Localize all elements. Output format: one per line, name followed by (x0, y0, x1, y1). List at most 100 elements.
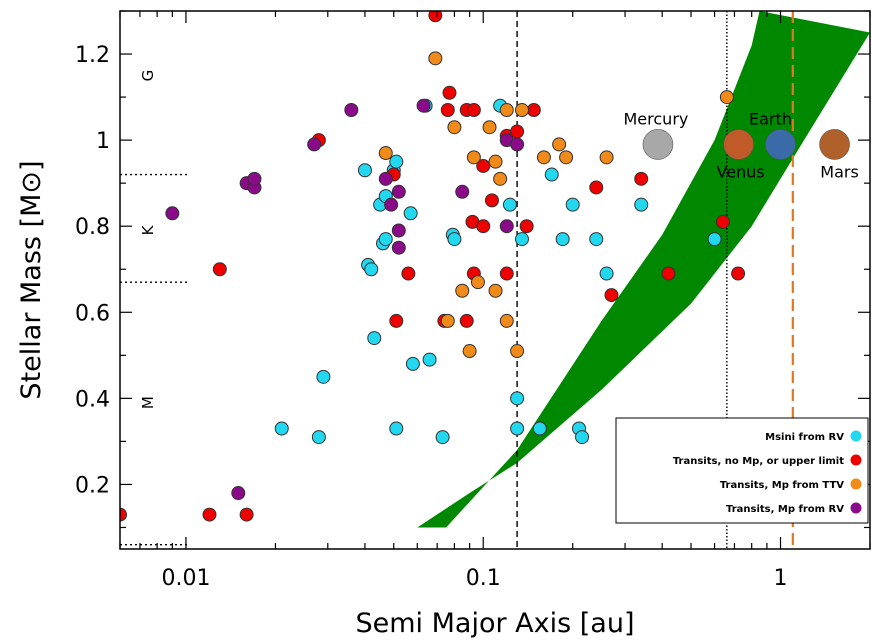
data-point-s3-13 (499, 313, 514, 328)
data-point-s1-1 (274, 421, 289, 436)
data-point-s3-5 (455, 283, 470, 298)
data-point-s1-21 (447, 232, 462, 247)
data-point-s2-7 (389, 313, 404, 328)
legend-marker-2 (850, 454, 862, 466)
data-point-s1-3 (316, 369, 331, 384)
data-point-s4-12 (391, 184, 406, 199)
data-point-s2-15 (466, 102, 481, 117)
data-point-s2-14 (459, 313, 474, 328)
data-point-s1-25 (510, 421, 525, 436)
data-point-s1-7 (367, 331, 382, 346)
data-point-s3-3 (440, 313, 455, 328)
y-axis-ticks: 0.2 0.4 0.6 0.8 1 1.2 (75, 10, 870, 529)
plot-frame (119, 10, 871, 550)
data-point-s3-10 (488, 154, 503, 169)
data-point-s1-4 (357, 163, 372, 178)
data-point-s2-30 (715, 214, 730, 229)
data-point-s2-19 (476, 158, 491, 173)
data-point-s4-13 (416, 98, 431, 113)
data-point-s3-9 (482, 120, 497, 135)
legend: Msini from RV Transits, no Mp, or upper l… (615, 417, 869, 524)
spectral-class-label-m: M (139, 396, 157, 409)
data-point-s2-23 (510, 124, 525, 139)
planet-mars-icon (819, 129, 850, 160)
data-point-s1-14 (389, 421, 404, 436)
y-tick-label: 1 (96, 129, 110, 154)
data-point-s1-15 (403, 206, 418, 221)
data-point-s3-20 (599, 150, 614, 165)
data-point-s1-13 (389, 154, 404, 169)
data-point-s2-22 (499, 266, 514, 281)
planet-label-mars: Mars (820, 162, 859, 181)
data-point-s4-11 (391, 223, 406, 238)
y-tick-label: 0.8 (75, 215, 110, 240)
legend-marker-3 (850, 478, 862, 490)
legend-label-4: Transits, Mp from RV (726, 504, 844, 515)
legend-label-1: Msini from RV (765, 432, 844, 443)
data-point-s1-24 (510, 391, 525, 406)
data-point-s4-17 (510, 137, 525, 152)
data-point-s3-8 (470, 275, 485, 290)
data-point-s2-1 (120, 507, 127, 522)
data-point-s2-27 (604, 288, 619, 303)
data-point-s3-19 (559, 150, 574, 165)
data-point-s1-16 (405, 356, 420, 371)
data-point-s4-16 (499, 219, 514, 234)
data-point-s2-8 (401, 266, 416, 281)
data-point-s1-27 (532, 421, 547, 436)
data-point-s2-28 (634, 171, 649, 186)
spectral-class-labels: G K M (139, 70, 157, 409)
data-point-s3-17 (536, 150, 551, 165)
data-point-s4-14 (455, 184, 470, 199)
data-point-s1-34 (599, 266, 614, 281)
spectral-class-label-k: K (139, 224, 157, 235)
data-point-s2-10 (442, 85, 457, 100)
data-point-s1-30 (565, 197, 580, 212)
x-tick-label: 0.01 (161, 566, 210, 591)
data-point-s4-2 (231, 486, 246, 501)
y-tick-label: 1.2 (75, 43, 110, 68)
x-tick-label: 1 (774, 566, 788, 591)
data-point-s3-15 (510, 344, 525, 359)
planet-label-mercury: Mercury (624, 109, 689, 128)
data-point-s3-7 (466, 150, 481, 165)
data-point-s4-1 (165, 206, 180, 221)
data-point-s2-11 (440, 102, 455, 117)
data-point-s2-4 (239, 507, 254, 522)
data-point-s3-1 (378, 146, 393, 161)
data-point-s3-6 (462, 344, 477, 359)
data-point-s3-14 (499, 102, 514, 117)
legend-marker-4 (850, 502, 862, 514)
data-point-s1-28 (544, 167, 559, 182)
data-point-s2-26 (589, 180, 604, 195)
data-point-s4-5 (247, 171, 262, 186)
data-point-s3-18 (552, 137, 567, 152)
data-point-s1-11 (378, 232, 393, 247)
data-point-s1-29 (555, 232, 570, 247)
data-point-s1-17 (422, 352, 437, 367)
planet-label-earth: Earth (749, 109, 792, 128)
data-point-s3-12 (493, 171, 508, 186)
y-tick-label: 0.6 (75, 301, 110, 326)
data-point-s2-3 (212, 262, 227, 277)
y-tick-label: 0.2 (75, 473, 110, 498)
data-point-s1-23 (502, 197, 517, 212)
data-point-s2-18 (476, 219, 491, 234)
data-point-s2-24 (519, 219, 534, 234)
data-point-s2-9 (428, 11, 443, 23)
planet-label-venus: Venus (717, 162, 765, 181)
data-points (120, 11, 746, 522)
data-point-s1-35 (634, 197, 649, 212)
data-point-s1-26 (514, 232, 529, 247)
x-tick-label: 0.1 (466, 566, 501, 591)
data-point-s3-2 (428, 51, 443, 66)
data-point-s1-32 (575, 430, 590, 445)
data-point-s1-19 (435, 430, 450, 445)
x-axis-title: Semi Major Axis [au] (355, 608, 634, 639)
planet-earth-icon (765, 129, 796, 160)
data-point-s4-8 (378, 171, 393, 186)
data-point-s1-2 (311, 430, 326, 445)
data-point-s1-6 (364, 262, 379, 277)
y-tick-label: 0.4 (75, 387, 110, 412)
